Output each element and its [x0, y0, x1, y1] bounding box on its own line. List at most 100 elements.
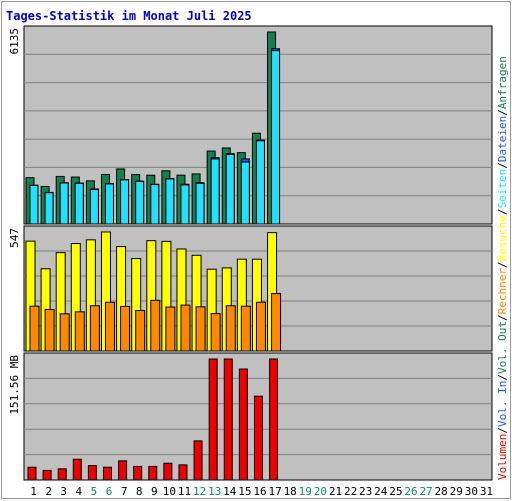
bar-rechner-day-8 — [135, 310, 146, 352]
bar-seiten-day-4 — [74, 182, 84, 225]
bar-volumen-day-3 — [57, 468, 67, 481]
x-tick-label-day-28: 28 — [435, 485, 448, 498]
y-axis-max-label: 6135 — [8, 28, 21, 55]
legend-separator: / — [496, 109, 509, 116]
bar-rechner-day-6 — [104, 301, 115, 352]
legend-separator: / — [496, 162, 509, 169]
bar-rechner-day-11 — [180, 304, 191, 352]
legend-item-dateien: Dateien — [496, 116, 509, 162]
x-tick-label-day-13: 13 — [208, 485, 221, 498]
x-tick-label-day-25: 25 — [389, 485, 402, 498]
x-tick-label-day-19: 19 — [299, 485, 312, 498]
bar-seiten-day-9 — [150, 184, 160, 225]
bar-seiten-day-15 — [240, 161, 250, 225]
x-tick-label-day-26: 26 — [404, 485, 417, 498]
bar-seiten-day-17 — [271, 50, 281, 225]
bar-seiten-day-11 — [180, 184, 190, 225]
bar-rechner-day-9 — [150, 299, 161, 352]
x-tick-label-day-29: 29 — [450, 485, 463, 498]
x-tick-label-day-30: 30 — [465, 485, 478, 498]
bar-volumen-day-4 — [72, 458, 82, 481]
x-tick-label-day-6: 6 — [106, 485, 113, 498]
legend-item-anfragen: Anfragen — [496, 56, 509, 109]
x-tick-label-day-9: 9 — [151, 485, 158, 498]
bar-rechner-day-17 — [271, 293, 282, 352]
legend-separator: / — [496, 261, 509, 268]
bar-volumen-day-16 — [253, 395, 263, 481]
x-tick-label-day-15: 15 — [238, 485, 251, 498]
panel-volume: 151.56 MB — [8, 352, 493, 481]
bar-seiten-day-3 — [59, 182, 69, 225]
bar-rechner-day-4 — [74, 311, 85, 352]
bar-seiten-day-7 — [120, 179, 130, 225]
x-tick-label-day-22: 22 — [344, 485, 357, 498]
x-tick-label-day-17: 17 — [268, 485, 281, 498]
legend-item-seiten: Seiten — [496, 169, 509, 209]
x-tick-label-day-27: 27 — [419, 485, 432, 498]
legend-item-besuche: Besuche — [496, 215, 509, 261]
x-tick-label-day-14: 14 — [223, 485, 237, 498]
bar-volumen-day-12 — [193, 440, 203, 481]
bar-seiten-day-2 — [44, 192, 54, 225]
x-tick-label-day-31: 31 — [480, 485, 493, 498]
bar-rechner-day-15 — [240, 305, 251, 352]
legend-item-vol-out: Vol. Out — [496, 321, 509, 374]
x-tick-label-day-23: 23 — [359, 485, 372, 498]
bar-volumen-day-14 — [223, 358, 233, 481]
x-tick-label-day-5: 5 — [91, 485, 98, 498]
y-axis-max-label: 547 — [8, 228, 21, 248]
legend-separator: / — [496, 374, 509, 381]
legend-separator: / — [496, 208, 509, 215]
legend-item-rechner: Rechner — [496, 268, 509, 315]
bar-seiten-day-14 — [225, 154, 235, 225]
x-tick-label-day-18: 18 — [284, 485, 297, 498]
bar-volumen-day-2 — [42, 469, 52, 481]
bar-volumen-day-8 — [133, 465, 143, 481]
x-tick-label-day-2: 2 — [45, 485, 52, 498]
legend-separator: / — [496, 314, 509, 321]
x-tick-label-day-8: 8 — [136, 485, 143, 498]
bar-volumen-day-17 — [269, 358, 279, 481]
x-axis-day-labels: 1 2 3 4 5 6 7 8 9 10 11 12 13 14 15 16 17 18 19 20 21 22 23 24 2… — [30, 485, 493, 498]
bar-volumen-day-15 — [238, 368, 248, 481]
legend-separator: / — [496, 427, 509, 434]
bar-rechner-day-10 — [165, 306, 176, 352]
y-axis-max-label: 151.56 MB — [8, 355, 21, 415]
x-tick-label-day-1: 1 — [30, 485, 37, 498]
bar-seiten-day-6 — [104, 183, 114, 225]
bar-seiten-day-10 — [165, 178, 175, 225]
bar-seiten-day-1 — [29, 185, 39, 225]
chart-title: Tages-Statistik im Monat Juli 2025 — [6, 9, 252, 23]
bar-volumen-day-13 — [208, 358, 218, 481]
x-tick-label-day-7: 7 — [121, 485, 128, 498]
bar-rechner-day-3 — [59, 313, 70, 352]
x-tick-label-day-24: 24 — [374, 485, 388, 498]
bar-seiten-day-8 — [135, 180, 145, 225]
panel-hits: 6135 — [8, 25, 493, 225]
bar-volumen-day-9 — [148, 465, 158, 481]
bar-rechner-day-1 — [29, 305, 40, 352]
legend-item-volumen: Volumen — [496, 434, 509, 480]
x-tick-label-day-12: 12 — [193, 485, 206, 498]
bar-rechner-day-12 — [195, 306, 206, 352]
bar-seiten-day-5 — [89, 189, 99, 225]
bar-seiten-day-12 — [195, 182, 205, 225]
bar-seiten-day-16 — [255, 140, 265, 225]
bar-rechner-day-16 — [255, 301, 266, 352]
bar-volumen-day-7 — [118, 460, 128, 481]
panel-visits: 547 — [8, 225, 493, 352]
bar-volumen-day-6 — [102, 466, 112, 481]
x-tick-label-day-3: 3 — [60, 485, 67, 498]
bar-seiten-day-13 — [210, 158, 220, 225]
bar-rechner-day-14 — [225, 305, 236, 352]
bar-volumen-day-1 — [27, 466, 37, 481]
x-tick-label-day-10: 10 — [163, 485, 176, 498]
x-tick-label-day-21: 21 — [329, 485, 342, 498]
bar-volumen-day-10 — [163, 462, 173, 481]
bar-volumen-day-5 — [87, 465, 97, 481]
bar-rechner-day-13 — [210, 313, 221, 352]
bar-rechner-day-7 — [120, 305, 131, 352]
legend-item-vol-in: Vol. In — [496, 381, 509, 427]
